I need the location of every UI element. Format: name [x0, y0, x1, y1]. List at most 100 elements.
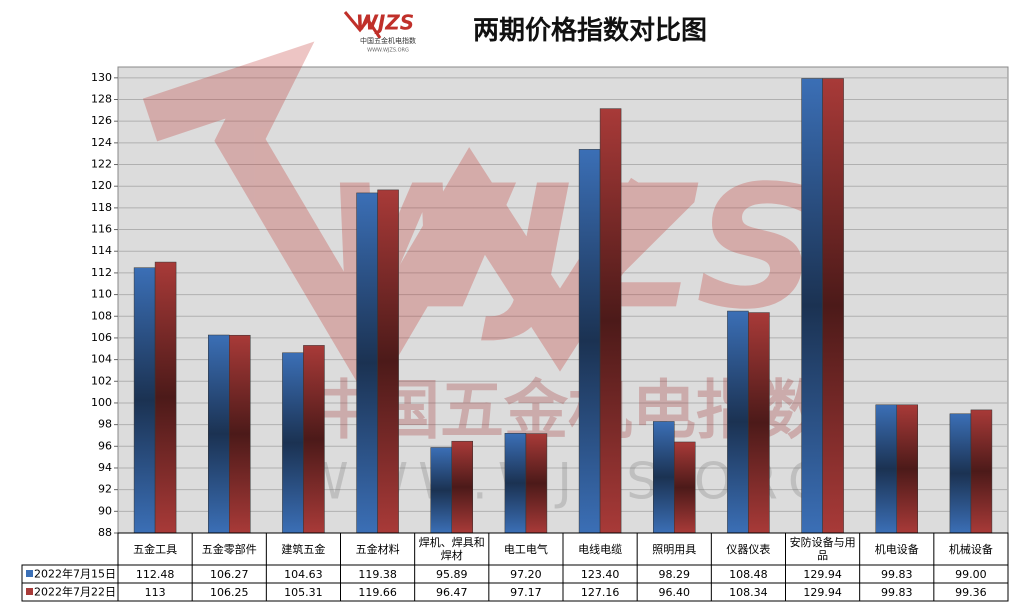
bar: [822, 78, 844, 534]
x-tick-label-cell: 五金工具: [133, 542, 178, 556]
value-label: 123.40: [580, 567, 620, 581]
y-tick-label: 88: [98, 526, 112, 539]
y-tick-label: 112: [91, 266, 112, 279]
value-label-cell: 96.40: [658, 585, 690, 599]
logo-name: 中国五金机电指数: [360, 36, 416, 45]
y-tick-label: 100: [91, 396, 112, 409]
logo: WJZS 中国五金机电指数 WWW.WJZS.ORG: [343, 11, 416, 54]
value-label: 108.34: [729, 585, 768, 599]
x-tick-label-cell: 机电设备: [875, 543, 919, 556]
value-label: 105.31: [284, 585, 323, 599]
value-label-cell: 106.27: [210, 568, 249, 581]
y-tick-label: 128: [91, 93, 112, 106]
bar: [674, 441, 696, 534]
legend-label: 2022年7月15日: [34, 567, 116, 581]
logo-site: WWW.WJZS.ORG: [367, 48, 409, 54]
bar: [154, 261, 177, 534]
bar: [748, 312, 770, 534]
x-tick-label: 建筑五金: [281, 542, 326, 556]
value-label: 127.16: [580, 585, 620, 599]
value-label-cell: 99.36: [955, 585, 987, 599]
value-label-cell: 108.48: [729, 567, 768, 581]
value-label: 98.29: [658, 567, 690, 581]
value-label-cell: 106.25: [209, 585, 249, 599]
value-label: 99.36: [955, 585, 987, 599]
x-tick-label: 照明用具: [652, 542, 697, 556]
bar: [430, 447, 452, 534]
x-tick-label-cell: 照明用具: [652, 542, 697, 556]
y-tick-label: 116: [91, 223, 112, 236]
legend-swatch: [26, 588, 33, 595]
bar: [303, 345, 325, 534]
value-label-cell: 104.63: [284, 568, 323, 581]
value-label-cell: 99.00: [955, 567, 987, 581]
value-label-cell: 112.48: [136, 568, 175, 581]
value-label-cell: 123.40: [580, 567, 620, 581]
value-label: 99.83: [880, 585, 913, 599]
x-tick-label: 安防设备与用品: [789, 536, 856, 562]
x-tick-label-cell: 五金材料: [355, 542, 400, 556]
y-tick-label: 96: [98, 439, 112, 452]
x-tick-label-cell: 焊机、焊具和焊材: [419, 536, 485, 562]
x-tick-label: 机械设备: [948, 542, 993, 556]
value-label-cell: 97.20: [510, 567, 542, 581]
value-label: 96.40: [658, 585, 690, 599]
value-label-cell: 98.29: [658, 567, 690, 581]
y-tick-label: 124: [91, 136, 112, 149]
value-label: 99.00: [955, 567, 987, 581]
value-label-cell: 99.83: [880, 585, 913, 599]
x-tick-label: 五金工具: [133, 542, 178, 556]
value-label-cell: 129.94: [803, 585, 842, 599]
y-tick-label: 98: [98, 418, 112, 431]
legend-swatch: [26, 570, 33, 577]
x-tick-label-cell: 仪器仪表: [726, 543, 770, 556]
bar: [599, 108, 622, 534]
y-tick-label: 104: [91, 353, 112, 366]
bar: [451, 440, 473, 534]
bar: [229, 334, 251, 534]
value-label-cell: 95.89: [436, 568, 468, 581]
x-tick-label-cell: 建筑五金: [281, 542, 326, 556]
x-tick-label: 电工电气: [503, 542, 548, 556]
value-label: 129.94: [803, 585, 842, 599]
y-tick-label: 102: [91, 374, 112, 387]
bar: [208, 334, 230, 534]
value-label: 108.48: [729, 567, 768, 581]
value-label: 97.17: [510, 585, 542, 599]
y-tick-label: 94: [98, 461, 112, 474]
bar: [653, 421, 675, 534]
x-tick-label: 电线电缆: [578, 542, 623, 556]
value-label-cell: 119.38: [358, 568, 397, 581]
chart-title: 两期价格指数对比图: [473, 15, 707, 46]
y-tick-label: 126: [91, 114, 112, 127]
y-tick-label: 108: [91, 309, 112, 322]
value-label: 129.94: [803, 567, 842, 581]
y-tick-label: 110: [91, 288, 112, 301]
bar: [949, 413, 972, 534]
x-tick-label-cell: 电工电气: [503, 542, 548, 556]
y-tick-label: 106: [91, 331, 112, 344]
x-tick-label: 五金材料: [355, 542, 400, 556]
value-label-cell: 96.47: [436, 586, 468, 599]
x-tick-label-cell: 机械设备: [948, 542, 993, 556]
x-tick-label: 五金零部件: [201, 542, 257, 556]
value-label-cell: 127.16: [580, 585, 620, 599]
bar: [896, 404, 918, 534]
y-tick-label: 120: [91, 179, 112, 192]
legend-label: 2022年7月22日: [34, 585, 116, 599]
y-tick-label: 92: [98, 483, 112, 496]
bar: [356, 192, 378, 534]
x-tick-label-cell: 安防设备与用品: [789, 536, 856, 562]
value-label: 119.66: [358, 585, 397, 599]
value-label-cell: 113: [144, 585, 166, 599]
bar: [133, 267, 156, 534]
value-label: 97.20: [510, 567, 542, 581]
bar: [578, 149, 601, 534]
value-label-cell: 119.66: [358, 585, 397, 599]
value-label-cell: 129.94: [803, 567, 842, 581]
value-label: 106.25: [209, 585, 249, 599]
value-label: 113: [144, 585, 166, 599]
bar: [504, 433, 527, 534]
y-tick-label: 130: [91, 71, 112, 84]
